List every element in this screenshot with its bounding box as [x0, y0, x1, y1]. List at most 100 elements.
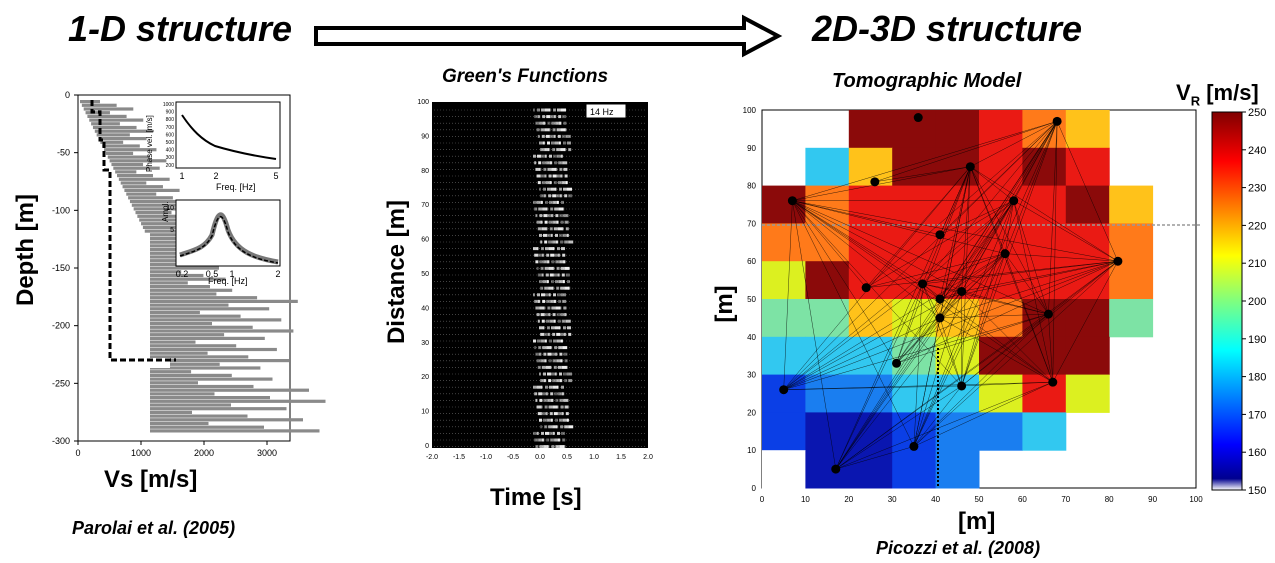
- trace-pulse: [543, 167, 547, 171]
- ray-path: [913, 385, 962, 447]
- velocity-cell: [805, 261, 850, 300]
- trace-pulse: [537, 227, 542, 231]
- trace-pulse: [547, 445, 550, 449]
- colorbar-tick-label: 200: [1248, 296, 1266, 308]
- profile-band: [150, 336, 265, 340]
- trace-pulse: [561, 154, 563, 158]
- trace-pulse: [547, 187, 551, 191]
- ray-path: [939, 317, 1053, 383]
- trace-pulse: [550, 253, 555, 257]
- profile-band: [118, 177, 170, 181]
- trace-pulse: [541, 227, 547, 231]
- trace-pulse: [558, 299, 562, 303]
- ray-path: [792, 200, 962, 387]
- ray-path: [961, 253, 1006, 387]
- velocity-profile-plot: 0 -50 -100 -150 -200 -250 -300 0 1000 2000 3000 P…: [52, 90, 326, 458]
- ray-path: [913, 121, 1058, 447]
- trace-pulse: [560, 128, 566, 132]
- ray-path: [835, 283, 923, 470]
- trace-pulse: [541, 431, 544, 435]
- profile-band: [92, 125, 137, 130]
- trace-pulse: [537, 108, 540, 112]
- trace-pulse: [560, 240, 564, 244]
- trace-pulse: [567, 280, 570, 284]
- trace-pulse: [538, 392, 543, 396]
- y-tick-label: 90: [747, 144, 756, 153]
- ray-path: [939, 166, 971, 300]
- ray-path: [922, 283, 962, 292]
- profile-band: [137, 214, 196, 218]
- trace-pulse: [560, 405, 564, 409]
- trace-pulse: [555, 141, 560, 145]
- velocity-cell: [935, 450, 980, 489]
- trace-pulse: [554, 115, 557, 119]
- trace-pulse: [560, 220, 564, 224]
- trace-pulse: [547, 167, 552, 171]
- station-marker: [779, 385, 789, 395]
- profile-band: [117, 174, 153, 178]
- trace-pulse: [553, 365, 557, 369]
- inset-tick-label: 2: [213, 171, 218, 181]
- trace-pulse: [555, 418, 558, 422]
- velocity-cell: [1109, 223, 1154, 262]
- ray-path: [913, 381, 1053, 447]
- trace-pulse: [555, 187, 557, 191]
- trace-pulse: [539, 187, 541, 191]
- profile-band: [150, 285, 210, 289]
- profile-band: [150, 366, 261, 370]
- trace-pulse: [553, 293, 556, 297]
- trace-pulse: [547, 260, 550, 264]
- trace-pulse: [553, 273, 559, 277]
- trace-pulse: [548, 405, 553, 409]
- trace-pulse: [534, 392, 538, 396]
- trace-pulse: [567, 372, 572, 376]
- trace-pulse: [540, 240, 543, 244]
- colorbar-ticks: 250 240 230 220 210 200 190 180 170 160 150: [1242, 107, 1266, 497]
- profile-band: [141, 222, 184, 226]
- station-marker: [1113, 256, 1123, 266]
- trace-pulse: [548, 379, 552, 383]
- trace-pulse: [551, 326, 555, 330]
- ray-path: [961, 200, 1014, 292]
- trace-pulse: [554, 392, 559, 396]
- profile-band: [150, 373, 232, 377]
- trace-pulse: [540, 405, 543, 409]
- trace-pulse: [565, 227, 569, 231]
- trace-pulse: [567, 233, 569, 237]
- profile-band: [89, 118, 144, 122]
- trace-pulse: [553, 181, 557, 185]
- trace-pulse: [560, 266, 565, 270]
- trace-pulse: [547, 326, 550, 330]
- station-marker: [787, 196, 797, 206]
- ray-path: [961, 313, 1049, 387]
- trace-pulse: [557, 319, 561, 323]
- vs-tick-label: 3000: [257, 448, 277, 458]
- profile-band: [131, 203, 184, 207]
- trace-pulse: [562, 392, 565, 396]
- distance-tick-label: 0: [425, 443, 429, 450]
- trace-pulse: [541, 412, 547, 416]
- trace-pulse: [568, 332, 572, 336]
- trace-pulse: [533, 431, 538, 435]
- velocity-cell: [1022, 110, 1067, 149]
- trace-pulse: [548, 286, 554, 290]
- trace-pulse: [558, 346, 563, 350]
- trace-pulse: [563, 398, 569, 402]
- trace-pulse: [554, 207, 559, 211]
- profile-band: [150, 396, 270, 400]
- trace-pulse: [559, 214, 564, 218]
- profile-band: [150, 359, 289, 363]
- trace-pulse: [543, 187, 546, 191]
- ray-path: [939, 200, 1014, 319]
- trace-pulse: [563, 121, 567, 125]
- y-tick-label: 60: [747, 257, 756, 266]
- trace-pulse: [546, 253, 550, 257]
- trace-pulse: [561, 247, 565, 251]
- trace-pulse: [562, 346, 568, 350]
- trace-pulse: [553, 108, 556, 112]
- velocity-cell: [1022, 374, 1067, 413]
- profile-band: [135, 211, 172, 215]
- trace-pulse: [552, 128, 556, 132]
- trace-pulse: [565, 181, 568, 185]
